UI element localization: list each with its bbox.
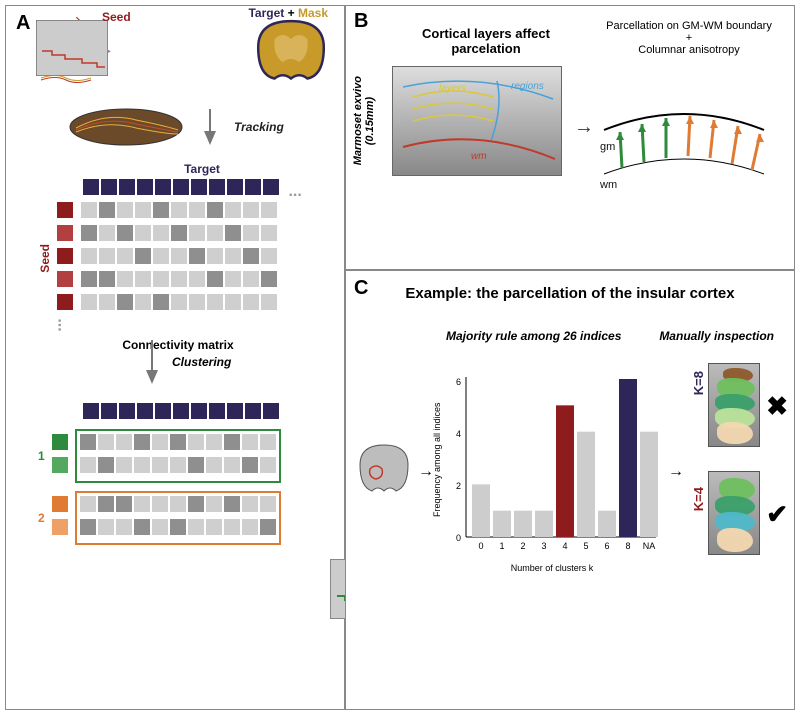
svg-text:NA: NA (643, 541, 656, 551)
target-label: Target (248, 6, 284, 20)
panel-c: C Example: the parcellation of the insul… (345, 270, 795, 710)
arrow-down-tracking-icon (204, 131, 216, 145)
bar-xlabel: Number of clusters k (442, 563, 662, 573)
svg-text:2: 2 (520, 541, 525, 551)
clustering-label: Clustering (172, 355, 231, 369)
k4-mark: ✔ (766, 499, 788, 530)
coronal-insula-icon (354, 441, 414, 500)
svg-text:3: 3 (541, 541, 546, 551)
seed-axis-side: Seed (38, 244, 52, 273)
panel-a: A ↘ ▸ Seed Target + Mask (5, 5, 345, 710)
plus-sign: + (288, 6, 295, 20)
bar-ylabel: Frequency among all indices (432, 367, 442, 553)
wm-text-2: wm (599, 179, 617, 191)
cluster1-seed-col (51, 433, 69, 479)
ellipsis-side: ... (54, 318, 72, 331)
arrow-stem-tracking (209, 109, 211, 131)
mask-label: Mask (298, 6, 328, 20)
seed-column (56, 201, 74, 316)
gm-text: gm (600, 141, 615, 153)
cluster-2-num: 2 (38, 511, 45, 525)
target-header-row: ... (82, 178, 318, 201)
arrow-right-b-icon: → (574, 116, 594, 139)
tracking-label: Tracking (234, 120, 284, 134)
arrow-down-clustering-icon (146, 370, 158, 384)
svg-text:6: 6 (604, 541, 609, 551)
seed-zoom-patch (36, 20, 108, 76)
cluster-1-num: 1 (38, 449, 45, 463)
target-header-bottom (82, 402, 328, 425)
panel-b-letter: B (354, 10, 368, 33)
svg-text:0: 0 (478, 541, 483, 551)
k4-label: K=4 (691, 487, 706, 511)
seed-label: Seed (102, 10, 131, 24)
cluster-bar-chart: Frequency among all indices 0 2 4 6 0123… (442, 367, 662, 577)
parc-k4-image (708, 471, 760, 555)
ellipsis-top: ... (288, 183, 301, 200)
panel-a-letter: A (16, 12, 30, 35)
svg-text:4: 4 (562, 541, 567, 551)
cluster-1-box (75, 429, 281, 483)
majority-label: Majority rule among 26 indices (446, 329, 621, 343)
svg-text:8: 8 (625, 541, 630, 551)
panel-b-right-plus: + (594, 32, 784, 44)
panel-b-left-title: Cortical layers affect parcelation (386, 26, 586, 56)
cluster2-seed-col (51, 495, 69, 541)
svg-text:0: 0 (456, 533, 461, 543)
cortical-layers-image: layers regions wm (392, 66, 562, 176)
panel-b: B Cortical layers affect parcelation Par… (345, 5, 795, 270)
panel-b-right-title-1: Parcellation on GM-WM boundary (594, 20, 784, 32)
regions-text: regions (511, 81, 544, 92)
svg-text:6: 6 (456, 377, 461, 387)
cluster-2-box (75, 491, 281, 545)
svg-text:5: 5 (583, 541, 588, 551)
marmoset-side-label: Marmoset exvivo (0.15mm) (352, 76, 376, 165)
connectivity-matrix (80, 201, 278, 316)
k8-label: K=8 (691, 371, 706, 395)
k8-mark: ✖ (766, 391, 788, 422)
svg-text:4: 4 (456, 429, 461, 439)
panel-b-right-title-2: Columnar anisotropy (594, 44, 784, 56)
svg-text:1: 1 (499, 541, 504, 551)
arrow-right-c2-icon: → (668, 463, 684, 481)
target-axis-top: Target (86, 162, 318, 176)
arrow-stem-clustering (151, 340, 153, 370)
layers-text: layers (439, 83, 466, 94)
svg-text:2: 2 (456, 481, 461, 491)
wm-text: wm (471, 151, 487, 162)
coronal-target-mask-icon (250, 14, 332, 84)
columnar-arrows-diagram: gm wm (594, 84, 774, 204)
manual-label: Manually inspection (659, 329, 774, 343)
flat-brain-tracking-icon (66, 106, 186, 148)
panel-c-title: Example: the parcellation of the insular… (346, 285, 794, 302)
parc-k8-image (708, 363, 760, 447)
